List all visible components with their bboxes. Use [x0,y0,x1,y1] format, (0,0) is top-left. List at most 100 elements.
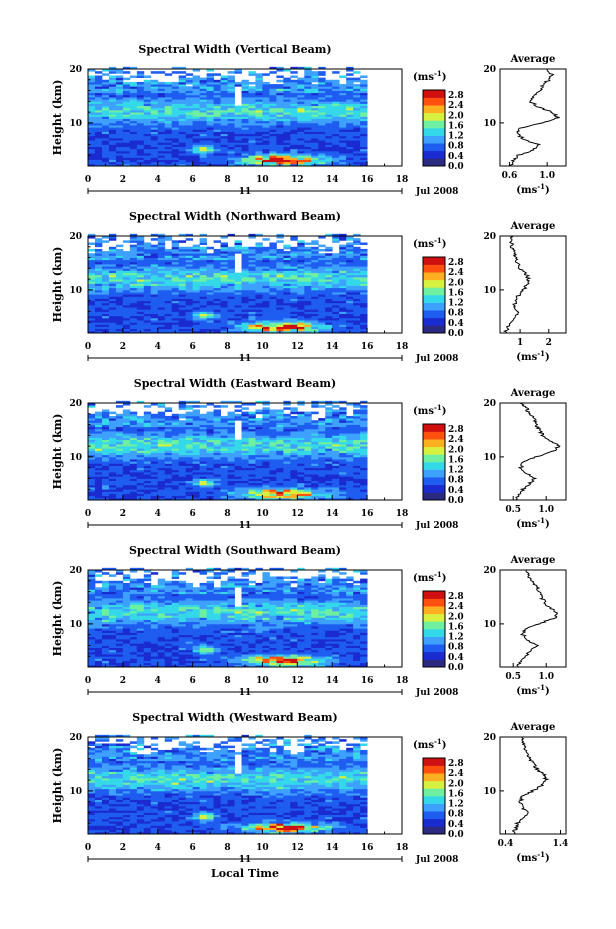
heatmap-cell [199,101,208,104]
heatmap-cell [304,253,312,256]
heatmap-cell [325,107,333,111]
heatmap-cell [241,253,249,256]
heatmap-cell [255,264,263,267]
heatmap-cell [220,294,228,297]
heatmap-cell [248,448,256,451]
heatmap-cell [353,242,361,246]
heatmap-cell [332,129,340,132]
x-tick-label: 16 [361,175,374,185]
heatmap-cell [206,266,214,269]
heatmap-cell [276,274,284,278]
heatmap-cell [164,431,173,434]
heatmap-cell [283,418,291,421]
heatmap-cell [178,313,187,317]
heatmap-cell [178,88,187,91]
heatmap-cell [262,253,270,256]
heatmap-cell [346,77,354,81]
heatmap-cell [213,150,221,154]
heatmap-cell [178,298,187,302]
heatmap-cell [171,324,180,327]
average-profile-line [509,68,560,167]
heatmap-cell [283,478,291,481]
heatmap-cell [101,105,110,109]
heatmap-cell [94,77,103,81]
heatmap-cell [108,495,117,499]
heatmap-cell [346,97,354,100]
heatmap-cell [227,461,235,464]
heatmap-cell [325,304,333,308]
heatmap-cell [311,264,319,267]
heatmap-cell [311,298,319,302]
heatmap-cell [143,116,152,119]
heatmap-cell [199,157,208,160]
heatmap-cell [318,491,326,494]
heatmap-cell [164,448,173,451]
heatmap-cell [157,148,166,152]
heatmap-cell [220,461,228,464]
heatmap-cell [360,285,368,289]
heatmap-cell [164,328,173,332]
heatmap-cell [178,433,187,436]
heatmap-cell [122,274,131,278]
heatmap-cell [129,296,138,299]
heatmap-cell [108,435,117,438]
heatmap-cell [346,135,354,139]
heatmap-cell [115,413,124,417]
heatmap-cell [297,298,305,302]
heatmap-cell [178,311,187,314]
heatmap-cell [171,328,180,332]
heatmap-cell [171,317,180,321]
heatmap-cell [297,255,305,258]
y-axis-label: Height (km) [51,247,64,323]
heatmap-cell [206,300,214,304]
heatmap-cell [290,493,298,497]
heatmap-cell [297,413,305,417]
heatmap-cell [318,487,326,490]
heatmap-cell [185,450,194,453]
heatmap-cell [255,409,263,413]
heatmap-cell [108,484,117,488]
heatmap-cell [241,150,249,154]
heatmap-cell [290,302,298,306]
heatmap-cell [129,311,138,314]
heatmap-cell [136,105,145,109]
heatmap-cell [94,122,103,126]
heatmap-cell [304,459,312,462]
heatmap-cell [199,112,208,115]
heatmap-cell [136,116,145,119]
heatmap-cell [171,413,180,417]
heatmap-cell [304,268,312,271]
heatmap-cell [248,493,256,497]
heatmap-cell [283,304,291,308]
heatmap-cell [353,302,361,306]
heatmap-cell [227,330,235,334]
heatmap-cell [88,99,96,102]
heatmap-cell [213,276,221,280]
heatmap-cell [185,296,194,299]
heatmap-cell [234,157,242,160]
heatmap-cell [192,97,201,100]
heatmap-cell [157,133,166,137]
heatmap-cell [199,459,208,462]
heatmap-cell [136,92,145,96]
heatmap-cell [339,233,347,237]
heatmap-cell [192,289,201,293]
heatmap-cell [206,437,214,441]
heatmap-cell [346,257,354,261]
heatmap-cell [332,264,340,267]
heatmap-cell [150,153,159,156]
heatmap-cell [227,456,235,460]
heatmap-cell [185,261,194,265]
heatmap-cell [122,253,131,256]
heatmap-cell [332,491,340,494]
heatmap-cell [304,81,312,85]
heatmap-cell [311,441,319,445]
heatmap-cell [115,493,124,497]
heatmap-cell [164,480,173,484]
heatmap-cell [199,137,208,141]
heatmap-cell [332,324,340,327]
heatmap-cell [255,294,263,297]
heatmap-cell [304,497,312,501]
heatmap-cell [88,487,96,490]
heatmap-cell [178,157,187,160]
